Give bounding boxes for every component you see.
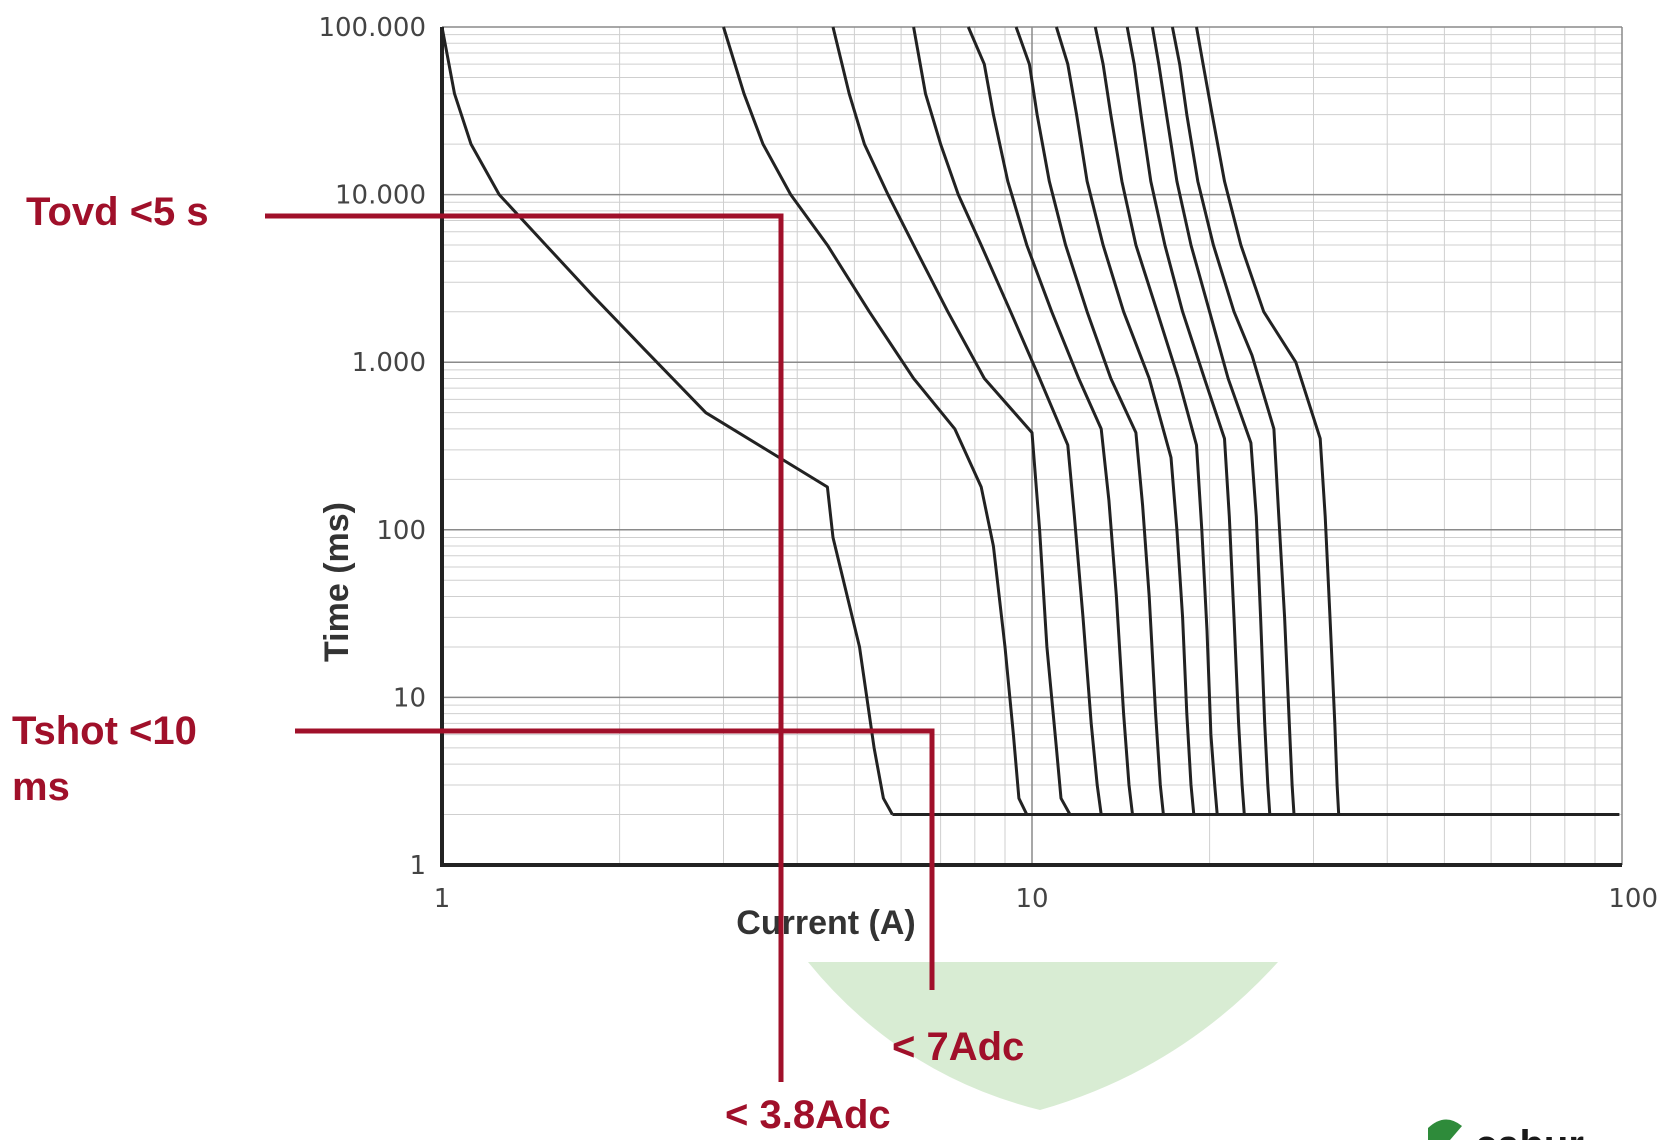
highlight-shape [808, 962, 1278, 1110]
y-tick-label: 1 [409, 851, 426, 881]
x-axis-label: Current (A) [736, 904, 915, 942]
curve-series-7 [1054, 26, 1196, 815]
tshot-annotation-line1: Tshot <10 [12, 709, 197, 753]
curve-series-8 [1093, 26, 1219, 815]
current-3-8a-annotation: < 3.8Adc [725, 1093, 891, 1137]
y-tick-label: 100 [376, 516, 426, 546]
tshot-annotation-line2: ms [12, 765, 70, 809]
y-axis-label: Time (ms) [318, 502, 356, 662]
axes [440, 27, 1622, 867]
x-tick-label: 1 [434, 884, 451, 914]
curve-series-12 [1195, 26, 1341, 815]
curve-series-10 [1150, 26, 1272, 815]
curve-series-9 [1125, 26, 1246, 815]
x-tick-label: 100 [1608, 884, 1658, 914]
y-tick-label: 10 [393, 683, 426, 713]
x-tick-label: 10 [1015, 884, 1048, 914]
cabur-logo: cabur [1428, 1119, 1584, 1140]
curves [440, 26, 1620, 816]
y-tick-label: 100.000 [318, 13, 426, 43]
y-tick-label: 10.000 [335, 181, 426, 211]
logo-mark-icon [1428, 1119, 1462, 1140]
curve-series-2 [722, 26, 1029, 816]
y-tick-label: 1.000 [352, 348, 426, 378]
current-7a-annotation: < 7Adc [892, 1025, 1024, 1069]
logo-text: cabur [1475, 1123, 1584, 1140]
annotation-lines [265, 213, 935, 1082]
curve-series-11 [1170, 26, 1296, 815]
grid [441, 26, 1623, 866]
tshot-line [295, 728, 935, 990]
curve-series-3 [831, 26, 1072, 816]
tick-labels: 1 10 100 1 10 100 1.000 10.000 100.000 [318, 13, 1658, 914]
tovd-line [265, 213, 784, 1082]
curve-series-4 [912, 26, 1103, 815]
curve-series-1 [440, 26, 894, 816]
curve-series-6 [1014, 26, 1165, 815]
tovd-annotation: Tovd <5 s [26, 190, 209, 234]
curve-series-5 [966, 26, 1134, 815]
